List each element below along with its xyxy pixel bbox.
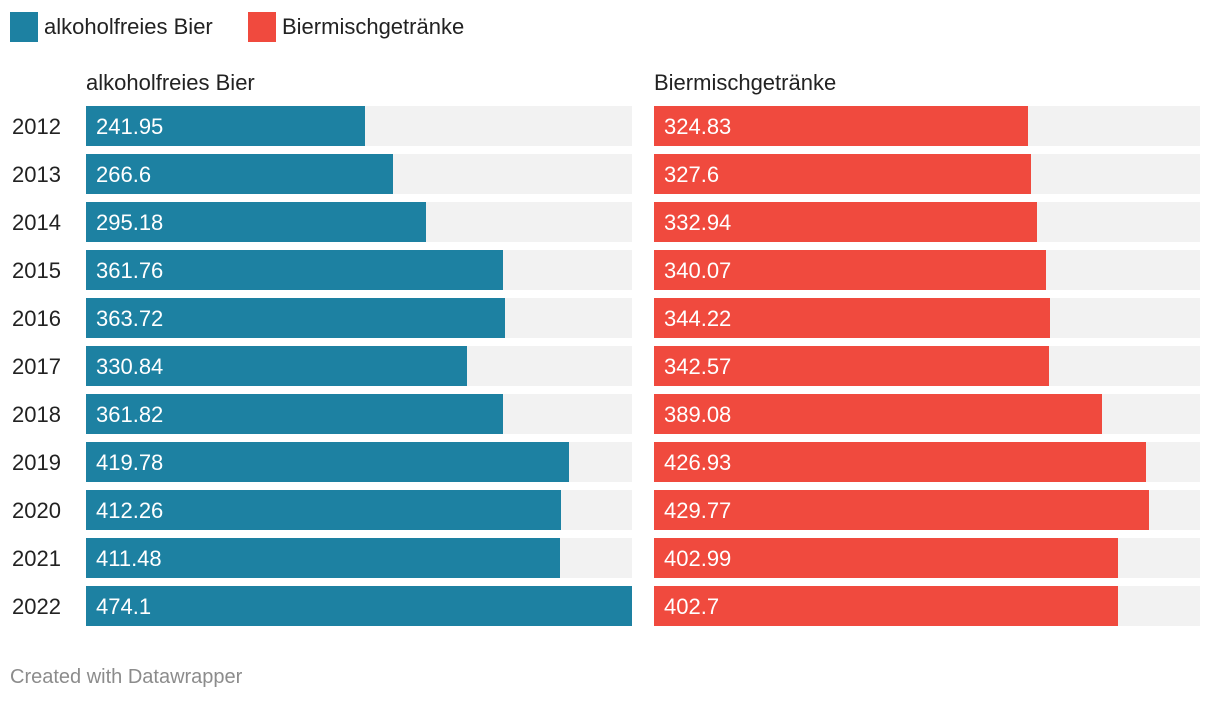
data-label: 361.82 [96,402,163,427]
data-label: 295.18 [96,210,163,235]
data-label: 361.76 [96,258,163,283]
data-label: 344.22 [664,306,731,331]
legend-label: alkoholfreies Bier [44,14,213,39]
data-label: 389.08 [664,402,731,427]
bar [654,394,1102,434]
legend-swatch [248,12,276,42]
bar [654,442,1146,482]
category-label: 2017 [12,354,61,379]
data-label: 426.93 [664,450,731,475]
legend-label: Biermischgetränke [282,14,465,39]
data-label: 412.26 [96,498,163,523]
bar [654,586,1118,626]
bar [86,202,426,242]
data-label: 474.1 [96,594,151,619]
data-label: 266.6 [96,162,151,187]
category-label: 2020 [12,498,61,523]
data-label: 363.72 [96,306,163,331]
category-label: 2018 [12,402,61,427]
bar [86,154,393,194]
data-label: 342.57 [664,354,731,379]
category-label: 2021 [12,546,61,571]
category-label: 2013 [12,162,61,187]
bar [86,442,569,482]
bar [654,154,1031,194]
data-label: 330.84 [96,354,163,379]
data-label: 419.78 [96,450,163,475]
bar-chart: 2012 2013 2014 2015 2016 2017 2018 2019 2020 2021… [12,70,1200,626]
data-label: 327.6 [664,162,719,187]
category-label: 2015 [12,258,61,283]
panel-title: Biermischgetränke [654,70,836,95]
data-label: 241.95 [96,114,163,139]
bar [86,298,505,338]
bar [654,538,1118,578]
bar [86,394,503,434]
bar [86,106,365,146]
data-label: 411.48 [96,546,162,571]
data-label: 332.94 [664,210,731,235]
category-label: 2022 [12,594,61,619]
bar [654,106,1028,146]
bar [86,586,632,626]
bar [654,490,1149,530]
data-label: 340.07 [664,258,731,283]
footer-credit[interactable]: Created with Datawrapper [10,666,243,688]
data-label: 429.77 [664,498,731,523]
bar [654,346,1049,386]
data-label: 324.83 [664,114,731,139]
category-label: 2012 [12,114,61,139]
panel-title: alkoholfreies Bier [86,70,255,95]
bar [654,250,1046,290]
category-label: 2016 [12,306,61,331]
bar [654,298,1050,338]
bar [86,490,561,530]
legend-swatch [10,12,38,42]
bar [86,346,467,386]
category-label: 2019 [12,450,61,475]
data-label: 402.99 [664,546,731,571]
bar [654,202,1037,242]
bar [86,250,503,290]
category-label: 2014 [12,210,61,235]
data-label: 402.7 [664,594,719,619]
bar [86,538,560,578]
